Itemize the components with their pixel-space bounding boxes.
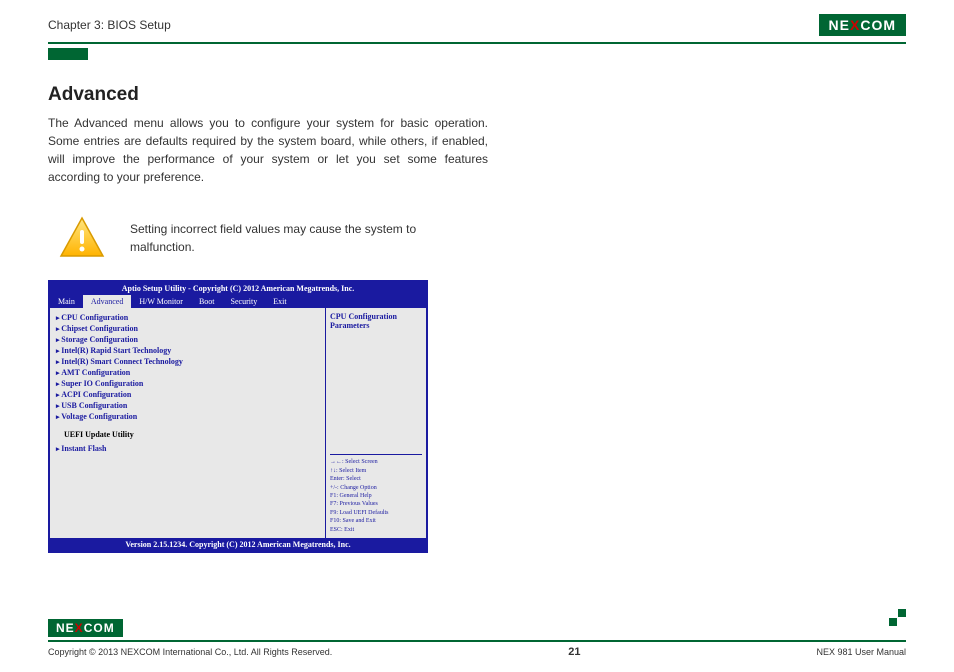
bios-tab-h-w-monitor: H/W Monitor [131,295,191,308]
bios-item: USB Configuration [56,400,319,411]
logo-post: COM [860,17,896,33]
logo-x: X [850,17,860,33]
bios-version-footer: Version 2.15.1234. Copyright (C) 2012 Am… [50,538,426,551]
bios-key-hint: F10: Save and Exit [330,517,422,525]
page-number: 21 [568,646,580,658]
bios-key-hint: ESC: Exit [330,526,422,534]
bios-tab-advanced: Advanced [83,295,131,308]
logo-pre: NE [829,17,850,33]
bios-title: Aptio Setup Utility - Copyright (C) 2012… [50,282,426,295]
logo-top: NEXCOM [819,14,906,36]
bios-item: Voltage Configuration [56,411,319,422]
bios-keys: →←: Select Screen↑↓: Select ItemEnter: S… [330,454,422,534]
bios-key-hint: F9: Load UEFI Defaults [330,509,422,517]
bios-key-hint: →←: Select Screen [330,458,422,466]
bios-tab-security: Security [223,295,266,308]
bios-screenshot: Aptio Setup Utility - Copyright (C) 2012… [48,280,428,553]
bios-tab-boot: Boot [191,295,223,308]
footer-accent [888,609,906,627]
section-description: The Advanced menu allows you to configur… [48,114,488,186]
bios-key-hint: ↑↓: Select Item [330,467,422,475]
bios-help-title: CPU Configuration Parameters [330,312,422,334]
bios-key-hint: Enter: Select [330,475,422,483]
logo-bottom-post: COM [84,621,115,635]
corner-accent [48,48,88,60]
footer-divider [48,640,906,642]
bios-key-hint: F7: Previous Values [330,500,422,508]
bios-item: Intel(R) Rapid Start Technology [56,345,319,356]
bios-item: Intel(R) Smart Connect Technology [56,356,319,367]
bios-item: ACPI Configuration [56,389,319,400]
header-divider [48,42,906,44]
bios-tab-main: Main [50,295,83,308]
bios-menu-list: CPU ConfigurationChipset ConfigurationSt… [50,308,326,538]
bios-tab-exit: Exit [265,295,294,308]
bios-help-panel: CPU Configuration Parameters →←: Select … [326,308,426,538]
manual-name: NEX 981 User Manual [816,647,906,657]
logo-bottom-x: X [75,621,84,635]
copyright-text: Copyright © 2013 NEXCOM International Co… [48,647,332,657]
section-title: Advanced [48,84,906,106]
bios-item: AMT Configuration [56,367,319,378]
bios-item: Instant Flash [56,443,319,454]
bios-tabs: MainAdvancedH/W MonitorBootSecurityExit [50,295,426,308]
chapter-title: Chapter 3: BIOS Setup [48,18,171,32]
bios-item: Storage Configuration [56,334,319,345]
bios-item: CPU Configuration [56,312,319,323]
bios-item: Super IO Configuration [56,378,319,389]
bios-item: Chipset Configuration [56,323,319,334]
logo-bottom: NEXCOM [48,619,123,637]
warning-text: Setting incorrect field values may cause… [130,220,450,256]
warning-icon [58,216,106,260]
bios-key-hint: F1: General Help [330,492,422,500]
bios-key-hint: +/-: Change Option [330,484,422,492]
bios-subtitle: UEFI Update Utility [56,422,319,443]
logo-bottom-pre: NE [56,621,75,635]
